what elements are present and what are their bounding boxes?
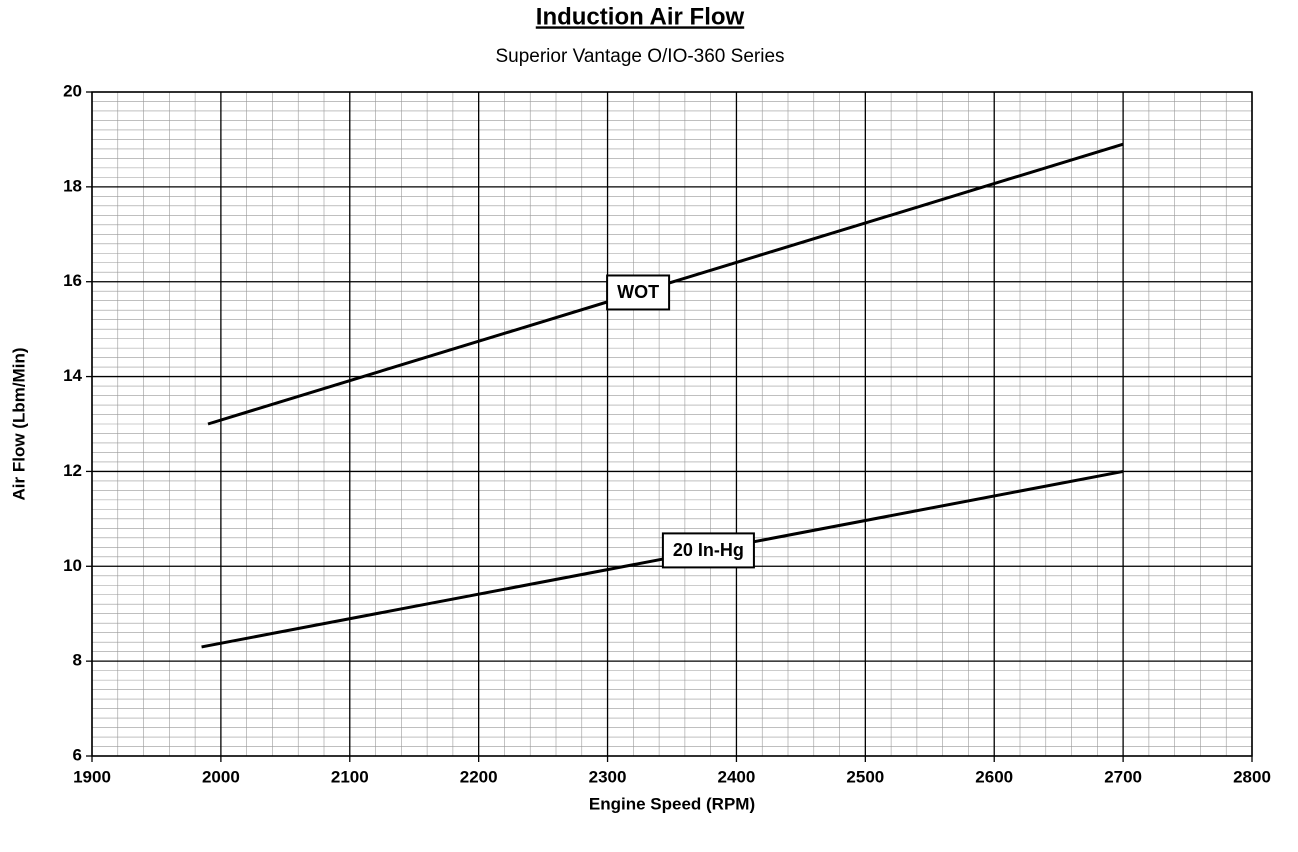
y-tick-label: 10: [63, 556, 82, 575]
y-tick-label: 12: [63, 461, 82, 480]
chart-subtitle: Superior Vantage O/IO-360 Series: [495, 46, 784, 67]
x-tick-label: 2200: [460, 767, 498, 786]
x-tick-label: 2100: [331, 767, 369, 786]
series-label: 20 In-Hg: [673, 540, 744, 560]
x-tick-label: 1900: [73, 767, 111, 786]
x-tick-label: 2300: [589, 767, 627, 786]
y-tick-label: 6: [73, 745, 82, 764]
x-tick-label: 2400: [718, 767, 756, 786]
x-tick-label: 2800: [1233, 767, 1271, 786]
y-tick-label: 20: [63, 81, 82, 100]
y-tick-label: 16: [63, 271, 82, 290]
x-tick-label: 2500: [846, 767, 884, 786]
y-tick-label: 8: [73, 651, 82, 670]
x-tick-label: 2000: [202, 767, 240, 786]
x-tick-label: 2700: [1104, 767, 1142, 786]
y-tick-label: 14: [63, 366, 82, 385]
x-axis-label: Engine Speed (RPM): [589, 794, 755, 813]
y-tick-label: 18: [63, 176, 82, 195]
chart-title: Induction Air Flow: [536, 3, 745, 30]
series-label: WOT: [617, 282, 659, 302]
x-tick-label: 2600: [975, 767, 1013, 786]
plot-frame: [91, 91, 1253, 757]
series-label-box: [606, 274, 671, 311]
series-label-box: [661, 532, 755, 569]
y-axis-label: Air Flow (Lbm/Min): [9, 348, 28, 501]
